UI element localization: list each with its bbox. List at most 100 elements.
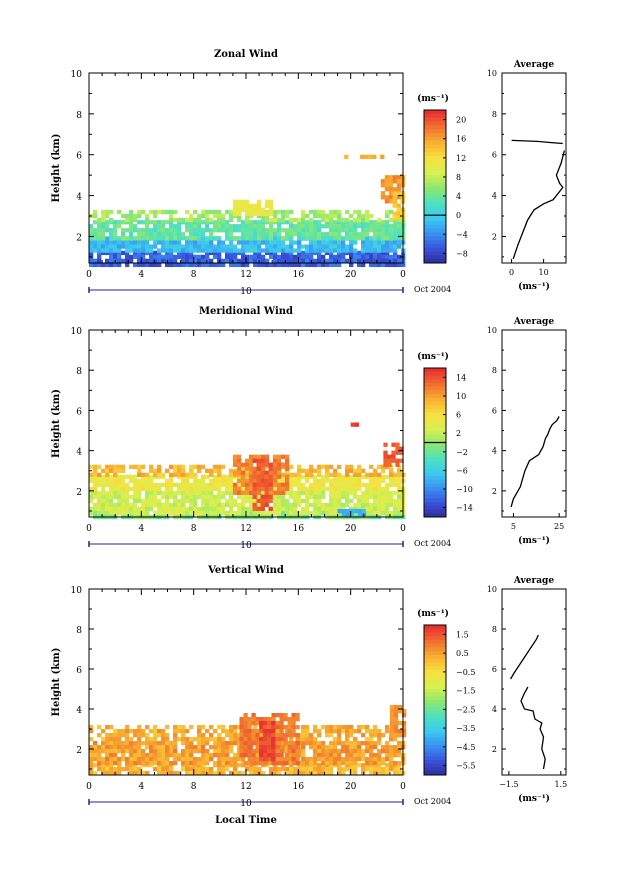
heat-cell xyxy=(241,486,246,492)
heat-cell xyxy=(113,464,118,470)
heat-cell xyxy=(177,232,182,237)
heat-cell xyxy=(345,729,350,734)
heat-cell xyxy=(221,749,226,754)
heat-cell xyxy=(169,258,174,264)
average-x-tick-label: −1.5 xyxy=(499,780,518,789)
heat-cell xyxy=(349,248,354,253)
heat-cell xyxy=(301,741,306,746)
heat-cell xyxy=(209,733,214,738)
heat-cell xyxy=(125,244,130,249)
heat-cell xyxy=(257,254,262,260)
heat-cell xyxy=(197,767,202,772)
heat-cell xyxy=(397,262,402,268)
heat-cell xyxy=(264,203,270,208)
heat-cell xyxy=(157,749,162,754)
heat-cell xyxy=(89,749,94,754)
heat-cell xyxy=(395,450,400,455)
heat-cell xyxy=(173,753,178,758)
heat-cell xyxy=(169,236,174,241)
heat-cell xyxy=(333,494,338,500)
heat-cell xyxy=(221,757,226,762)
heat-cell xyxy=(305,502,310,508)
heat-cell xyxy=(329,757,334,762)
average-frame xyxy=(501,329,567,518)
heat-cell xyxy=(189,240,194,245)
colorbar-unit: (ms⁻¹) xyxy=(417,351,449,362)
heat-cell xyxy=(284,454,290,459)
heat-cell xyxy=(325,250,330,256)
heat-cell xyxy=(369,240,374,245)
heat-cell xyxy=(329,217,334,223)
heat-cell xyxy=(173,506,178,512)
heat-cell xyxy=(205,228,210,233)
heat-cell xyxy=(383,442,388,447)
heat-cell xyxy=(257,250,262,256)
heat-cell xyxy=(393,725,399,730)
heat-cell xyxy=(349,745,354,750)
colorbar-tick-label: −10 xyxy=(456,485,473,494)
heat-cell xyxy=(393,502,398,508)
colorbar-swatch xyxy=(424,228,446,233)
heat-cell xyxy=(97,482,102,488)
heat-cell xyxy=(345,217,350,223)
heat-cell xyxy=(217,217,222,223)
heat-cell xyxy=(333,248,338,253)
heat-cell xyxy=(185,482,190,488)
heat-cell xyxy=(157,761,162,766)
y-tick-label: 6 xyxy=(76,152,82,162)
heat-cell xyxy=(233,250,238,256)
heat-cell xyxy=(397,482,402,488)
heat-cell xyxy=(259,741,264,746)
heat-cell xyxy=(101,248,106,253)
heat-cell xyxy=(169,753,174,758)
heat-cell xyxy=(285,244,290,249)
heat-cell xyxy=(325,240,330,245)
heat-cell xyxy=(101,468,106,474)
heat-cell xyxy=(245,494,250,500)
heat-cell xyxy=(329,745,334,750)
colorbar-unit: (ms⁻¹) xyxy=(417,93,449,104)
heat-cell xyxy=(281,209,286,215)
heat-cell xyxy=(361,502,366,508)
heat-cell xyxy=(385,490,390,496)
heat-cell xyxy=(173,757,178,762)
heat-cell xyxy=(284,486,290,491)
heat-cell xyxy=(129,741,134,746)
heat-cell xyxy=(197,232,202,237)
heat-cell xyxy=(373,753,378,758)
heat-cell xyxy=(264,498,269,503)
heat-cell xyxy=(125,767,130,772)
heat-cell xyxy=(109,220,114,225)
heat-cell xyxy=(305,228,310,233)
heat-cell xyxy=(389,244,394,249)
heat-cell xyxy=(133,228,138,233)
heat-cell xyxy=(244,203,250,208)
heat-cell xyxy=(349,741,354,746)
heat-cell xyxy=(97,220,102,225)
heat-cell xyxy=(309,244,314,249)
heat-cell xyxy=(217,725,222,730)
heat-cell xyxy=(345,745,350,750)
colorbar-swatch xyxy=(424,236,446,241)
heat-cell xyxy=(129,745,134,750)
heat-cell xyxy=(349,240,354,245)
heat-cell xyxy=(267,749,272,754)
heat-cell xyxy=(236,207,242,212)
average-y-tick-label: 8 xyxy=(492,366,497,375)
heat-cell xyxy=(217,767,222,772)
heat-cell xyxy=(283,757,288,762)
heat-cell xyxy=(325,729,330,734)
heat-cell xyxy=(105,737,110,742)
heat-cell xyxy=(232,470,238,475)
heat-cell xyxy=(271,729,276,734)
heat-cell xyxy=(349,464,354,470)
heat-cell xyxy=(232,454,238,459)
heat-cell xyxy=(205,729,210,734)
heat-cell xyxy=(189,506,194,512)
average-y-tick-label: 10 xyxy=(487,69,497,78)
colorbar-swatch xyxy=(424,240,446,245)
heat-cell xyxy=(389,713,395,718)
heat-cell xyxy=(365,248,370,253)
heat-cell xyxy=(121,494,126,500)
heat-cell xyxy=(189,217,194,223)
